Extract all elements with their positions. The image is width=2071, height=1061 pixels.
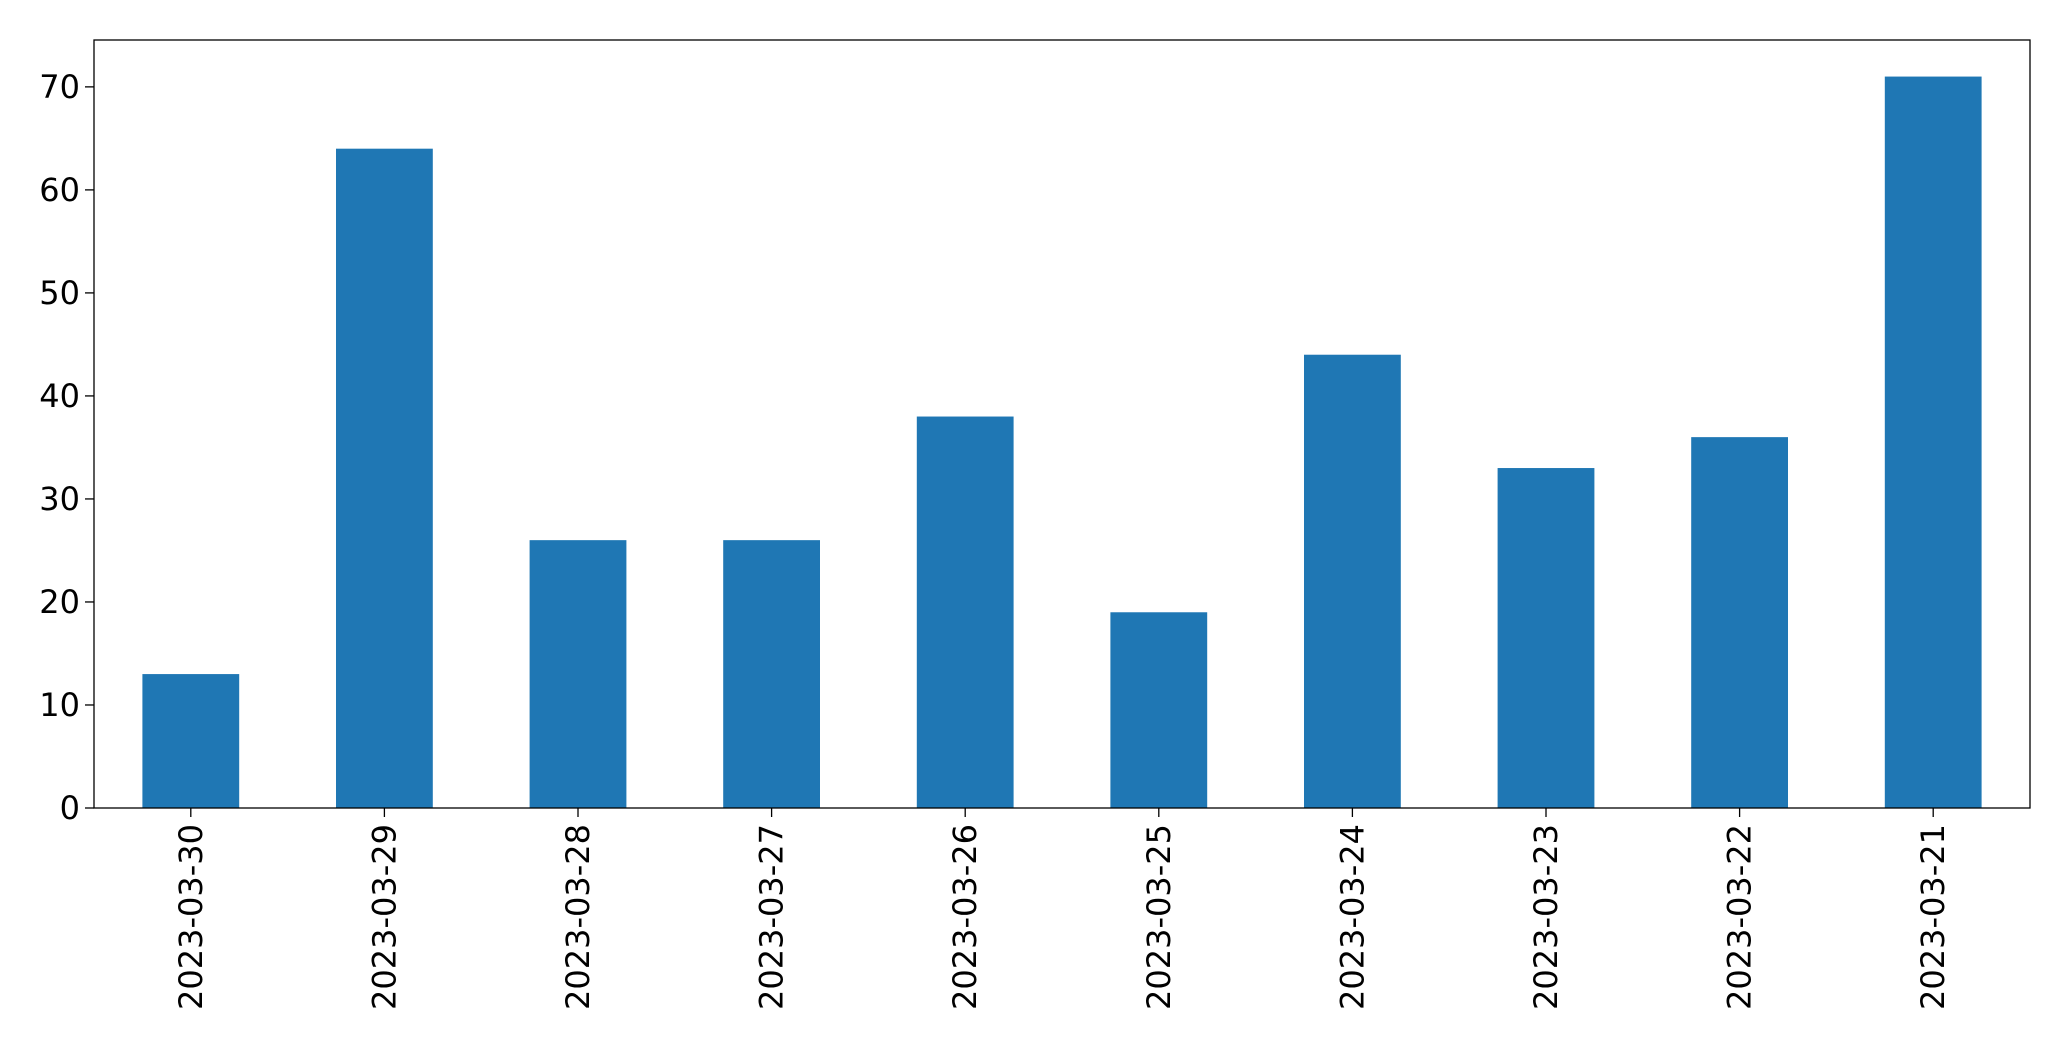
y-tick-label: 30 (39, 480, 80, 518)
x-tick-label: 2023-03-27 (753, 824, 791, 1010)
bar (916, 416, 1014, 808)
bar (142, 674, 240, 808)
x-tick-label: 2023-03-23 (1527, 824, 1565, 1010)
x-tick-label: 2023-03-21 (1914, 824, 1952, 1010)
x-tick-label: 2023-03-25 (1140, 824, 1178, 1010)
y-tick-label: 50 (39, 274, 80, 312)
x-tick-label: 2023-03-30 (172, 824, 210, 1010)
y-tick-label: 10 (39, 686, 80, 724)
bar (723, 540, 820, 808)
y-tick-label: 60 (39, 171, 80, 209)
x-tick-label: 2023-03-24 (1333, 824, 1371, 1010)
y-tick-label: 70 (39, 68, 80, 106)
bar (1304, 354, 1401, 808)
x-tick-label: 2023-03-29 (365, 824, 403, 1010)
bar (1884, 76, 1982, 809)
bar (1691, 437, 1788, 808)
bar (336, 148, 433, 809)
y-tick-label: 40 (39, 377, 80, 415)
x-tick-label: 2023-03-22 (1721, 824, 1759, 1010)
bar (1497, 468, 1595, 808)
x-tick-label: 2023-03-26 (946, 824, 984, 1010)
x-tick-label: 2023-03-28 (559, 824, 597, 1010)
bar (529, 540, 627, 808)
y-tick-label: 20 (39, 583, 80, 621)
plot-frame (93, 39, 2031, 809)
y-tick-label: 0 (60, 789, 80, 827)
bar (1110, 612, 1208, 808)
